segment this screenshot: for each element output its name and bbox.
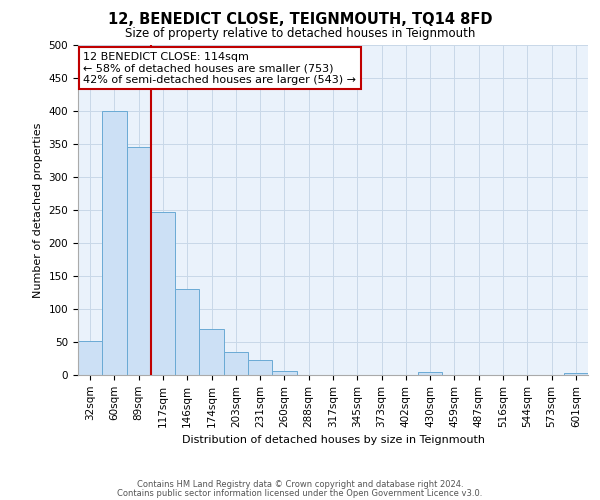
Text: 12 BENEDICT CLOSE: 114sqm
← 58% of detached houses are smaller (753)
42% of semi: 12 BENEDICT CLOSE: 114sqm ← 58% of detac… (83, 52, 356, 85)
Text: 12, BENEDICT CLOSE, TEIGNMOUTH, TQ14 8FD: 12, BENEDICT CLOSE, TEIGNMOUTH, TQ14 8FD (108, 12, 492, 28)
Bar (199, 329, 224, 375)
Bar (102, 111, 127, 375)
Bar (175, 289, 199, 375)
Bar (127, 148, 151, 375)
Text: Size of property relative to detached houses in Teignmouth: Size of property relative to detached ho… (125, 28, 475, 40)
Bar (418, 372, 442, 375)
Text: Contains HM Land Registry data © Crown copyright and database right 2024.: Contains HM Land Registry data © Crown c… (137, 480, 463, 489)
Bar (224, 352, 248, 375)
Bar (78, 340, 102, 375)
Bar (248, 360, 272, 375)
Bar (151, 212, 175, 375)
Text: Contains public sector information licensed under the Open Government Licence v3: Contains public sector information licen… (118, 488, 482, 498)
Bar (272, 371, 296, 375)
X-axis label: Distribution of detached houses by size in Teignmouth: Distribution of detached houses by size … (182, 435, 485, 445)
Y-axis label: Number of detached properties: Number of detached properties (33, 122, 43, 298)
Bar (564, 373, 588, 375)
